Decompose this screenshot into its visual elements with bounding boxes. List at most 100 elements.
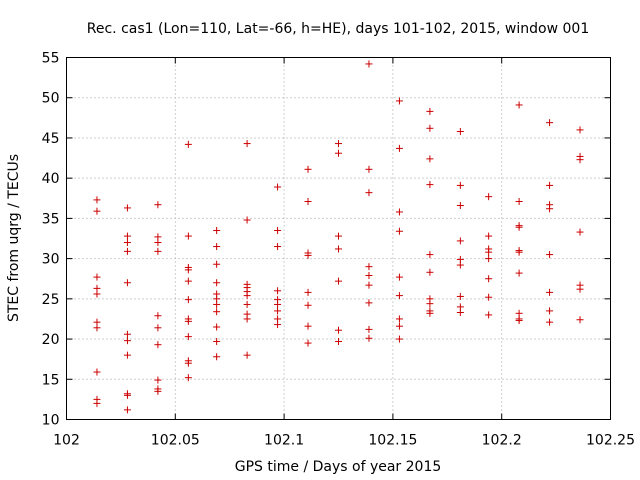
data-point — [546, 119, 554, 127]
data-point — [365, 263, 373, 271]
y-tick-label: 10 — [42, 413, 60, 429]
data-point — [123, 247, 131, 255]
data-point — [515, 101, 523, 109]
data-point — [274, 287, 282, 295]
data-point — [123, 391, 131, 399]
data-point — [304, 288, 312, 296]
x-tick-label: 102.1 — [264, 433, 304, 449]
data-point — [123, 232, 131, 240]
y-tick-label: 20 — [42, 332, 60, 348]
data-point — [184, 140, 192, 148]
x-tick-label: 102.15 — [368, 433, 417, 449]
data-point — [304, 251, 312, 259]
data-point — [274, 226, 282, 234]
data-point — [304, 165, 312, 173]
data-point — [335, 232, 342, 240]
data-point — [456, 202, 464, 210]
data-point — [515, 317, 523, 325]
data-point — [485, 311, 493, 319]
data-point — [456, 309, 464, 317]
data-point — [93, 399, 101, 407]
data-point — [154, 201, 162, 209]
data-point — [426, 251, 434, 259]
data-point — [546, 307, 554, 315]
data-point — [365, 60, 373, 68]
data-point — [426, 309, 434, 317]
data-point — [456, 181, 464, 189]
data-point — [304, 197, 312, 205]
data-point — [365, 334, 373, 342]
data-point — [93, 290, 101, 298]
data-point — [93, 324, 101, 332]
data-point — [515, 223, 523, 231]
data-point — [485, 248, 493, 256]
data-point — [335, 326, 342, 334]
data-point — [515, 248, 523, 256]
data-point — [213, 260, 221, 268]
y-tick-label: 35 — [42, 211, 60, 227]
data-point — [123, 330, 131, 338]
data-point — [395, 315, 403, 323]
data-point — [395, 273, 403, 281]
data-point — [274, 300, 282, 308]
data-point — [426, 124, 434, 132]
data-point — [213, 337, 221, 345]
data-point — [123, 337, 131, 345]
y-axis-label: STEC from uqrg / TECUs — [6, 154, 22, 322]
data-point — [154, 387, 162, 395]
data-point — [154, 376, 162, 384]
y-tick-label: 25 — [42, 292, 60, 308]
data-point — [123, 406, 131, 414]
data-point — [335, 277, 342, 285]
data-point — [456, 237, 464, 245]
data-point — [546, 181, 554, 189]
data-point — [184, 277, 192, 285]
data-point — [93, 196, 101, 204]
data-point — [213, 226, 221, 234]
axis-ticks: 102 102.05 102.1 102.15 102.2 102.25 10 15 20 25 3… — [42, 51, 635, 449]
data-point — [576, 156, 584, 164]
data-point — [365, 299, 373, 307]
data-point — [546, 205, 554, 213]
data-point — [154, 324, 162, 332]
data-point — [184, 266, 192, 274]
data-point — [365, 281, 373, 289]
data-point — [123, 279, 131, 287]
x-tick-label: 102 — [53, 433, 80, 449]
data-point — [576, 126, 584, 134]
data-point — [576, 316, 584, 324]
data-point — [426, 181, 434, 189]
data-point — [304, 301, 312, 309]
data-point — [304, 322, 312, 330]
data-point — [426, 300, 434, 308]
plot-frame — [66, 57, 611, 420]
data-point — [243, 292, 251, 300]
data-point — [154, 312, 162, 320]
data-point — [243, 216, 251, 224]
data-point — [546, 251, 554, 259]
data-point — [274, 183, 282, 191]
data-point — [335, 140, 342, 148]
data-point — [515, 197, 523, 205]
data-point — [184, 296, 192, 304]
data-point — [395, 322, 403, 330]
data-point — [243, 351, 251, 359]
data-point — [395, 208, 403, 216]
data-point — [395, 97, 403, 105]
data-point — [395, 335, 403, 343]
data-point — [335, 337, 342, 345]
data-point — [184, 374, 192, 382]
data-point — [213, 300, 221, 308]
data-point — [123, 239, 131, 247]
y-tick-label: 30 — [42, 252, 60, 268]
y-tick-label: 45 — [42, 131, 60, 147]
data-point — [576, 285, 584, 293]
y-tick-label: 15 — [42, 372, 60, 388]
y-tick-label: 40 — [42, 171, 60, 187]
x-axis-label: GPS time / Days of year 2015 — [235, 459, 442, 475]
data-point — [213, 279, 221, 287]
data-point — [395, 144, 403, 152]
data-point — [184, 232, 192, 240]
data-point — [485, 255, 493, 263]
